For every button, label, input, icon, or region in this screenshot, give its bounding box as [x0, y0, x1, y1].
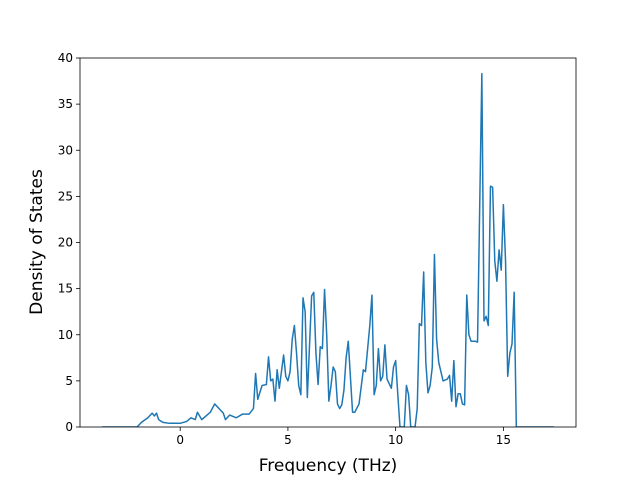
- x-tick-label: 15: [496, 433, 511, 447]
- y-tick-label: 0: [65, 420, 73, 434]
- x-tick-label: 0: [176, 433, 184, 447]
- y-tick-label: 20: [58, 236, 73, 250]
- y-tick-label: 15: [58, 282, 73, 296]
- y-tick-label: 25: [58, 189, 73, 203]
- x-tick-label: 5: [284, 433, 292, 447]
- y-tick-label: 10: [58, 328, 73, 342]
- plot-frame: [79, 57, 577, 428]
- x-axis-label: Frequency (THz): [259, 456, 398, 476]
- y-tick-label: 40: [58, 51, 73, 65]
- y-tick-label: 35: [58, 97, 73, 111]
- data-line: [101, 72, 555, 427]
- y-tick-label: 5: [65, 374, 73, 388]
- y-axis-label: Density of States: [27, 169, 47, 315]
- y-tick-label: 30: [58, 143, 73, 157]
- x-tick-label: 10: [388, 433, 403, 447]
